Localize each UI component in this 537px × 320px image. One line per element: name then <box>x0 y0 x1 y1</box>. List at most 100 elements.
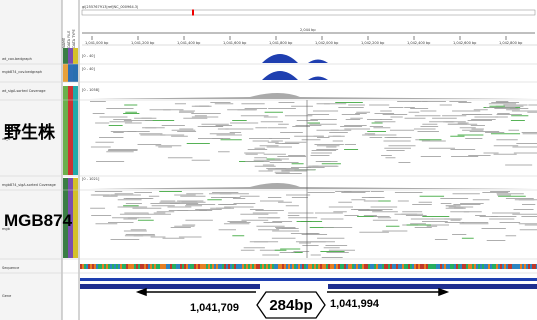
read <box>505 165 532 166</box>
read <box>132 208 161 209</box>
read <box>398 162 410 163</box>
base <box>512 264 514 269</box>
base <box>490 264 492 269</box>
base <box>110 264 112 269</box>
base <box>122 264 124 269</box>
read <box>162 125 185 126</box>
read <box>123 205 139 206</box>
read <box>511 120 525 121</box>
base <box>90 264 92 269</box>
base <box>518 264 520 269</box>
read <box>462 114 481 115</box>
read <box>113 119 131 120</box>
read <box>494 145 518 146</box>
read <box>482 192 508 193</box>
base <box>224 264 226 269</box>
read <box>496 101 508 102</box>
read <box>285 115 312 116</box>
read <box>109 125 123 126</box>
read <box>259 171 273 172</box>
base <box>216 264 218 269</box>
base <box>434 264 436 269</box>
read <box>160 135 184 136</box>
read <box>224 207 253 208</box>
read <box>168 157 193 158</box>
ruler-label: 1,041,600 bp <box>223 41 247 45</box>
read <box>442 115 466 116</box>
igv-window: NAME DATA FILE DATA TYPE gi|255767913|re… <box>0 0 537 320</box>
read <box>308 192 335 193</box>
read <box>420 196 444 197</box>
read <box>138 220 154 221</box>
read <box>91 147 111 148</box>
read <box>202 126 223 127</box>
track-name: wt_sigA.sorted Coverage <box>2 89 45 93</box>
base <box>278 264 280 269</box>
base <box>306 264 308 269</box>
read <box>519 223 537 224</box>
base <box>326 264 328 269</box>
base <box>356 264 358 269</box>
base <box>238 264 240 269</box>
base <box>314 264 316 269</box>
base <box>154 264 156 269</box>
ruler-label: 1,041,400 bp <box>177 41 201 45</box>
read <box>378 217 391 218</box>
read <box>520 229 537 230</box>
read <box>278 124 289 125</box>
read <box>344 215 358 216</box>
base <box>164 264 166 269</box>
read <box>108 149 137 150</box>
read <box>420 111 436 112</box>
base <box>452 264 454 269</box>
read <box>245 161 269 162</box>
read <box>285 169 314 170</box>
base <box>378 264 380 269</box>
read <box>210 133 235 134</box>
read <box>126 203 142 204</box>
base <box>166 264 168 269</box>
read <box>110 121 133 122</box>
read <box>125 235 143 236</box>
base <box>508 264 510 269</box>
read <box>374 216 390 217</box>
base <box>372 264 374 269</box>
read <box>316 149 338 150</box>
base <box>228 264 230 269</box>
read <box>527 112 537 113</box>
base <box>494 264 496 269</box>
read <box>248 149 267 150</box>
read <box>497 114 522 115</box>
read <box>216 208 234 209</box>
track-name: wt_cov.bedgraph <box>2 57 32 61</box>
read <box>346 119 360 120</box>
read <box>323 227 352 228</box>
base <box>242 264 244 269</box>
read <box>111 239 140 240</box>
read <box>292 163 304 164</box>
read <box>365 133 375 134</box>
read <box>315 213 343 214</box>
read <box>369 105 389 106</box>
read <box>490 191 510 192</box>
base <box>220 264 222 269</box>
read <box>296 241 326 242</box>
read <box>93 113 105 114</box>
read <box>171 136 188 137</box>
base <box>254 264 256 269</box>
base <box>302 264 304 269</box>
read <box>471 129 483 130</box>
attribute-cell <box>68 64 73 82</box>
base <box>342 264 344 269</box>
read <box>362 135 375 136</box>
base <box>428 264 430 269</box>
read <box>322 163 341 164</box>
read <box>241 220 268 221</box>
read <box>508 130 519 131</box>
base <box>486 264 488 269</box>
read <box>177 131 196 132</box>
read <box>230 123 258 124</box>
read <box>224 223 249 224</box>
read <box>419 202 432 203</box>
read <box>308 114 329 115</box>
